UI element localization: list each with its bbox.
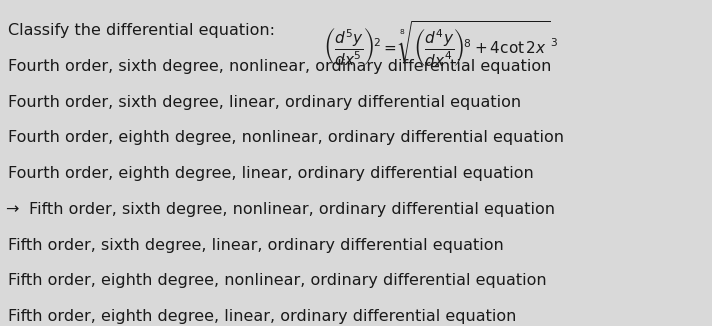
Text: →: → bbox=[5, 202, 19, 217]
Text: Fourth order, sixth degree, nonlinear, ordinary differential equation: Fourth order, sixth degree, nonlinear, o… bbox=[9, 59, 552, 74]
Text: $\left(\dfrac{d^5y}{dx^5}\right)^{\!2}= \sqrt[8]{\left(\dfrac{d^4y}{dx^4}\right): $\left(\dfrac{d^5y}{dx^5}\right)^{\!2}= … bbox=[323, 20, 559, 69]
Text: Fifth order, eighth degree, linear, ordinary differential equation: Fifth order, eighth degree, linear, ordi… bbox=[9, 309, 517, 324]
Text: Classify the differential equation:: Classify the differential equation: bbox=[9, 23, 281, 38]
Text: Fifth order, sixth degree, linear, ordinary differential equation: Fifth order, sixth degree, linear, ordin… bbox=[9, 238, 504, 253]
Text: Fourth order, eighth degree, linear, ordinary differential equation: Fourth order, eighth degree, linear, ord… bbox=[9, 166, 534, 181]
Text: Fifth order, eighth degree, nonlinear, ordinary differential equation: Fifth order, eighth degree, nonlinear, o… bbox=[9, 273, 547, 288]
Text: Fifth order, sixth degree, nonlinear, ordinary differential equation: Fifth order, sixth degree, nonlinear, or… bbox=[29, 202, 555, 217]
Text: Fourth order, eighth degree, nonlinear, ordinary differential equation: Fourth order, eighth degree, nonlinear, … bbox=[9, 130, 565, 145]
Text: Fourth order, sixth degree, linear, ordinary differential equation: Fourth order, sixth degree, linear, ordi… bbox=[9, 95, 521, 110]
